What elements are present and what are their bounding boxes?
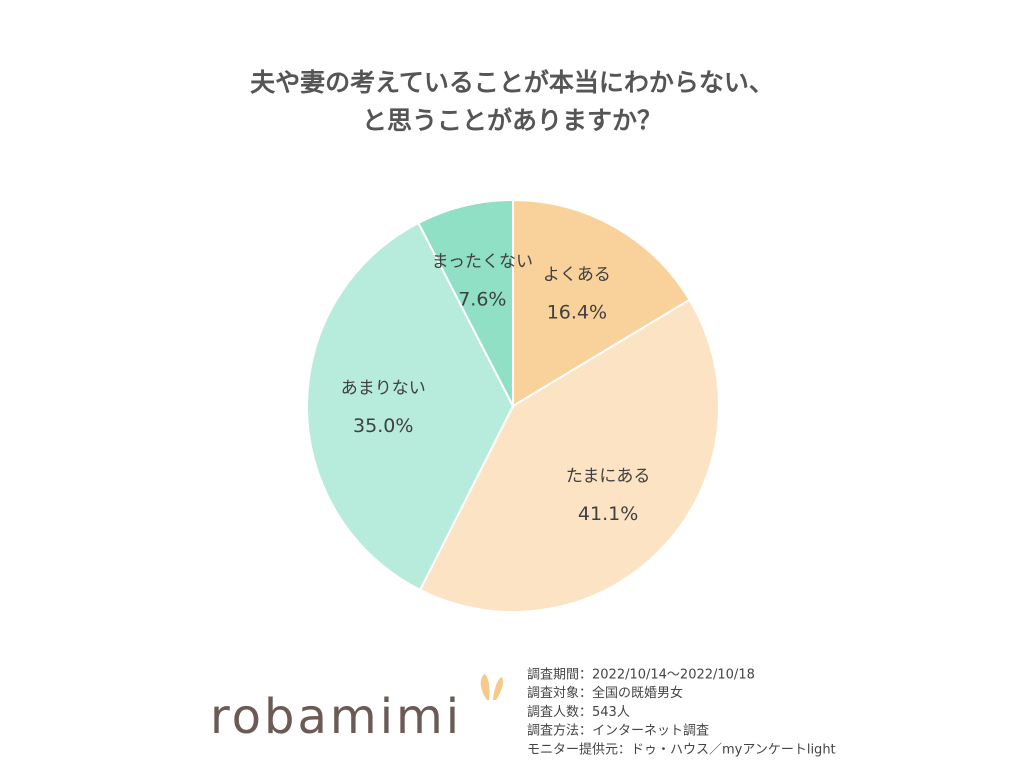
slice-label: まったくない	[432, 252, 533, 272]
value-label: 35.0%	[353, 415, 413, 437]
logo-ear	[480, 674, 490, 700]
chart-title: と思うことがありますか？	[362, 106, 662, 135]
pie-slice	[512, 198, 691, 408]
logo: robamimi	[210, 674, 503, 745]
logo-ear	[493, 677, 503, 700]
note: モニター提供元：ドゥ・ハウス／myアンケートlight	[527, 741, 836, 757]
slice-label: たまにある	[566, 466, 651, 486]
pie-slice	[306, 221, 515, 592]
note: 調査方法：インターネット調査	[527, 723, 709, 739]
note: 調査対象：全国の既婚男女	[527, 685, 683, 701]
value-label: 7.6%	[458, 288, 506, 310]
slice-label: よくある	[543, 265, 611, 285]
slice-label: あまりない	[341, 379, 426, 399]
note: 調査期間：2022/10/14～2022/10/18	[527, 668, 755, 683]
notes: 調査期間：2022/10/14～2022/10/18調査対象：全国の既婚男女調査…	[527, 668, 836, 758]
pie-slice	[418, 298, 720, 613]
pie-slice	[417, 198, 514, 407]
value-label: 41.1%	[578, 503, 638, 525]
logo-text: robamimi	[210, 689, 462, 745]
chart-title: 夫や妻の考えていることが本当にわからない、	[250, 68, 774, 97]
note: 調査人数：543人	[527, 705, 630, 720]
value-label: 16.4%	[547, 302, 607, 324]
pie: よくある 16.4% たまにある 41.1% あまりない 35.0% まったくない 7.6%	[306, 198, 720, 613]
